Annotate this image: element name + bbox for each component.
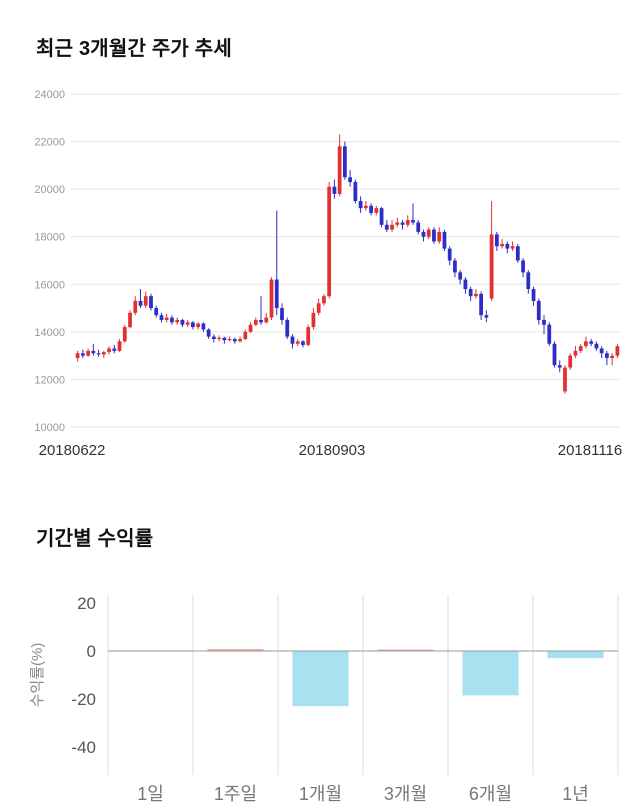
- svg-text:3개월: 3개월: [384, 784, 427, 804]
- svg-text:수익률(%): 수익률(%): [29, 643, 46, 708]
- svg-text:22000: 22000: [34, 137, 65, 149]
- svg-text:20000: 20000: [34, 184, 65, 196]
- svg-text:18000: 18000: [34, 232, 65, 244]
- svg-text:-40: -40: [71, 738, 96, 757]
- svg-text:1개월: 1개월: [299, 784, 342, 804]
- svg-text:16000: 16000: [34, 279, 65, 291]
- svg-text:20181116: 20181116: [558, 442, 623, 459]
- svg-text:6개월: 6개월: [469, 784, 512, 804]
- svg-text:24000: 24000: [34, 89, 65, 101]
- svg-text:20: 20: [77, 594, 96, 613]
- svg-text:14000: 14000: [34, 327, 65, 339]
- svg-text:1일: 1일: [137, 784, 164, 804]
- svg-text:12000: 12000: [34, 374, 65, 386]
- svg-text:0: 0: [87, 642, 96, 661]
- svg-text:-20: -20: [71, 690, 96, 709]
- svg-text:20180903: 20180903: [299, 442, 366, 459]
- svg-text:1년: 1년: [562, 784, 589, 804]
- svg-text:20180622: 20180622: [39, 442, 106, 459]
- svg-text:10000: 10000: [34, 422, 65, 434]
- returns-chart-title: 기간별 수익률: [36, 528, 154, 550]
- svg-text:1주일: 1주일: [214, 784, 257, 804]
- returns-bar-chart: 20 0 -20 -40 수익률(%) 1일 1주일 1개월 3개월 6개월 1년: [29, 594, 619, 804]
- price-chart-title: 최근 3개월간 주가 추세: [36, 38, 232, 60]
- price-candlestick-chart: 24000 22000 20000 18000 16000 14000 12000 10000…: [34, 89, 623, 459]
